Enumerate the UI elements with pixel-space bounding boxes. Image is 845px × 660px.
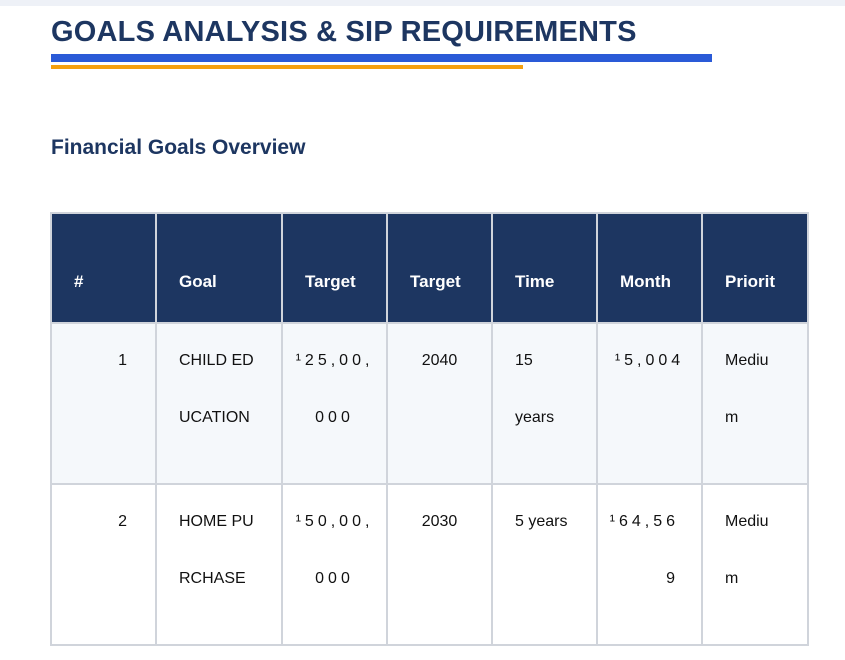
header-priority: Priorit y [701, 212, 809, 324]
row-number: 2 [50, 483, 157, 646]
goals-table: # Goal Name Target Amou Target Year Time… [50, 212, 809, 646]
priority-cell: Mediu m [701, 322, 809, 485]
header-goal-name: Goal Name [155, 212, 283, 324]
time-horizon-cell: 15 years [491, 322, 598, 485]
title-underline-blue [51, 54, 712, 62]
page-title: GOALS ANALYSIS & SIP REQUIREMENTS [51, 16, 637, 48]
target-amount-cell: ¹50,00, 000 [281, 483, 388, 646]
time-horizon-cell: 5 years [491, 483, 598, 646]
header-time-horizon: Time Horizo [491, 212, 598, 324]
header-target-amount: Target Amou [281, 212, 388, 324]
target-amount-cell: ¹25,00, 000 [281, 322, 388, 485]
priority-cell: Mediu m [701, 483, 809, 646]
monthly-sip-cell: ¹5,004 [596, 322, 703, 485]
monthly-sip-cell: ¹64,56 9 [596, 483, 703, 646]
header-target-year: Target Year [386, 212, 493, 324]
goal-name-cell: HOME PU RCHASE [155, 483, 283, 646]
header-monthly-sip: Month ly SIP [596, 212, 703, 324]
table-row: 1 CHILD ED UCATION ¹25,00, 000 2040 15 y… [50, 322, 809, 485]
goal-name-cell: CHILD ED UCATION [155, 322, 283, 485]
header-number: # [50, 212, 157, 324]
table-header-row: # Goal Name Target Amou Target Year Time… [50, 212, 809, 324]
target-year-cell: 2030 [386, 483, 493, 646]
title-underline-orange [51, 65, 523, 69]
top-strip [0, 0, 845, 6]
row-number: 1 [50, 322, 157, 485]
table-row: 2 HOME PU RCHASE ¹50,00, 000 2030 5 year… [50, 483, 809, 646]
target-year-cell: 2040 [386, 322, 493, 485]
section-title: Financial Goals Overview [51, 136, 306, 159]
